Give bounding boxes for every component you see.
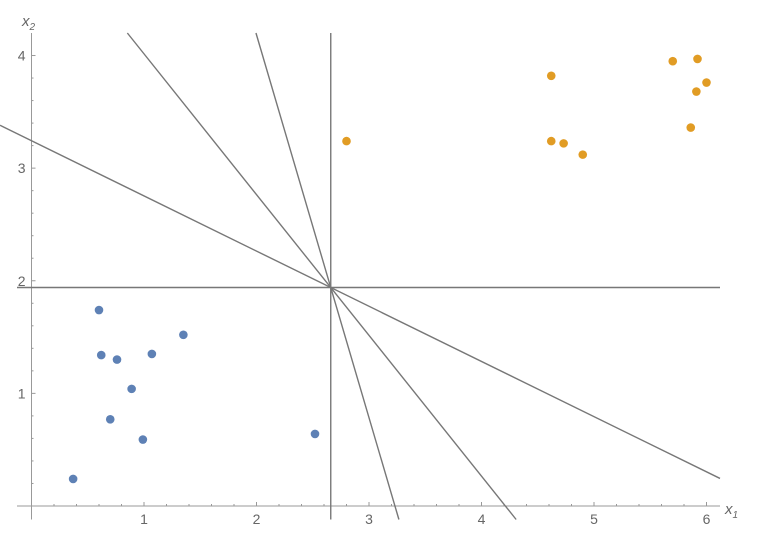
point-class-2	[693, 54, 702, 64]
separator-line	[126, 32, 517, 520]
point-class-2	[702, 78, 711, 87]
point-class-1	[105, 414, 115, 424]
point-class-2	[578, 150, 588, 159]
x-tick-label: 1	[140, 511, 148, 527]
point-class-1	[112, 355, 122, 364]
y-tick-label: 3	[18, 160, 26, 176]
point-class-2	[692, 87, 701, 96]
x-axis-label: x1	[724, 501, 738, 521]
x-tick-label: 6	[703, 511, 711, 527]
y-tick-label: 1	[18, 385, 26, 401]
point-class-2	[668, 56, 678, 66]
y-axis-label-sub: 2	[29, 22, 36, 33]
axes: 1 2 3 4 5 6 1 2 3 4	[17, 33, 720, 527]
separator-lines	[0, 32, 721, 520]
x-tick-label: 5	[590, 511, 598, 527]
data-points	[68, 54, 711, 484]
point-class-2	[546, 136, 556, 146]
point-class-1	[179, 330, 188, 340]
point-class-2	[559, 139, 568, 148]
point-class-1	[68, 474, 78, 484]
y-axis-label: x2	[21, 13, 36, 33]
point-class-1	[310, 429, 320, 439]
x-axis-label-sub: 1	[733, 510, 739, 521]
x-tick-label: 4	[478, 511, 486, 527]
point-class-2	[342, 136, 351, 146]
point-class-1	[127, 384, 136, 394]
y-tick-label: 2	[18, 273, 26, 289]
point-class-1	[96, 350, 106, 360]
point-class-2	[546, 71, 556, 81]
point-class-1	[147, 349, 157, 359]
separator-line	[255, 32, 400, 520]
separator-line	[0, 124, 721, 480]
point-class-1	[94, 305, 104, 315]
point-class-2	[686, 123, 696, 132]
point-class-1	[138, 435, 148, 444]
y-tick-label: 4	[18, 48, 26, 64]
x-tick-label: 2	[253, 511, 261, 527]
x-tick-label: 3	[365, 511, 373, 527]
